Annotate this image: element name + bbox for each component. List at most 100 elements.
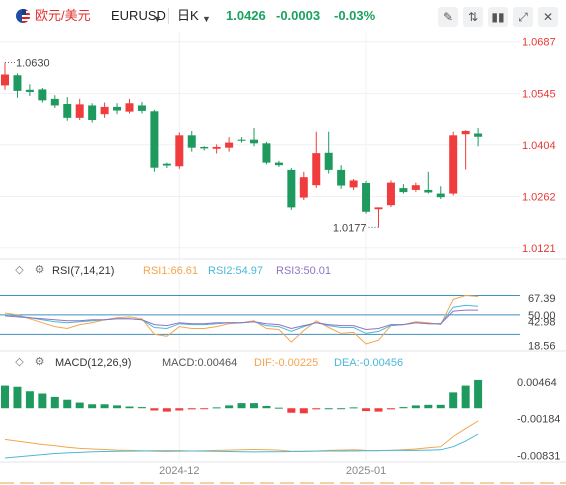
toolbar-divider — [168, 8, 169, 24]
candle-up — [374, 207, 383, 210]
macd-bar-positive — [250, 403, 258, 409]
rsi3-line — [4, 309, 479, 331]
low-price-label: 1.0177 — [333, 222, 367, 234]
candle-down — [399, 188, 408, 193]
candle-down — [287, 169, 296, 208]
macd-bar-negative — [200, 408, 209, 410]
macd-bar-positive — [399, 407, 408, 409]
candle-down — [337, 169, 346, 186]
close-icon[interactable]: ✕ — [538, 7, 558, 27]
candle-down — [150, 111, 159, 168]
macd-bar-positive — [137, 407, 146, 409]
candle-up — [100, 106, 109, 115]
macd-bar-positive — [100, 404, 109, 409]
macd-tick-label: 0.00464 — [517, 377, 557, 389]
dea-line — [4, 433, 479, 459]
macd-bar-positive — [63, 399, 72, 409]
high-price-label: 1.0630 — [16, 57, 50, 69]
period-dropdown-caret-icon[interactable]: ▼ — [202, 14, 211, 24]
pair-name: 欧元/美元 — [35, 8, 91, 23]
expand-icon[interactable]: ⤢ — [513, 7, 533, 27]
macd-bar-negative — [162, 408, 171, 412]
macd-bar-positive — [75, 402, 84, 409]
rsi-label: RSI(7,14,21) — [52, 265, 115, 277]
macd-bar-negative — [175, 408, 184, 411]
candle-up — [461, 130, 470, 135]
macd-bar-positive — [411, 405, 420, 409]
candle-down — [274, 162, 283, 166]
candle-down — [474, 133, 483, 137]
candle-down — [362, 183, 371, 212]
candle-up — [175, 135, 184, 167]
macd-tick-label: -0.00831 — [517, 450, 560, 462]
dif-line — [4, 420, 479, 453]
candle-down — [13, 75, 22, 91]
macd-bar-negative — [386, 408, 395, 410]
macd-bar-positive — [274, 407, 283, 409]
macd-bar-positive — [13, 386, 22, 409]
rsi-settings-icon[interactable]: ⚙ — [34, 264, 45, 276]
rsi-tick-label: 18.56 — [528, 340, 556, 352]
macd-bar-negative — [312, 408, 321, 410]
candle-down — [324, 152, 333, 170]
current-price: 1.0426 — [226, 8, 266, 23]
macd-tick-label: -0.00184 — [517, 414, 560, 426]
symbol-selector[interactable]: EURUSD — [111, 8, 166, 23]
macd-bar-positive — [225, 405, 234, 409]
chart-toolbar: 欧元/美元 EURUSD ▼ 日K ▼ 1.0426 -0.0003 -0.03… — [0, 0, 566, 33]
macd-bar-positive — [237, 403, 246, 409]
macd-bar-positive — [113, 405, 122, 409]
candle-up — [349, 180, 358, 188]
candle-down — [250, 139, 258, 144]
candle-down — [25, 89, 34, 92]
macd-label: MACD(12,26,9) — [55, 357, 132, 369]
macd-bar-negative — [362, 408, 371, 412]
macd-bar-positive — [449, 392, 458, 409]
time-tick-label: 2025-01 — [346, 465, 386, 477]
rsi-tick-label: 50.00 — [528, 310, 556, 322]
macd-collapse-icon[interactable]: ◇ — [15, 356, 24, 368]
macd-bar-positive — [436, 404, 445, 409]
pen-icon[interactable]: ✎ — [438, 7, 458, 27]
rsi-collapse-icon[interactable]: ◇ — [15, 264, 24, 276]
price-tick-label: 1.0545 — [522, 88, 556, 100]
macd-settings-icon[interactable]: ⚙ — [34, 356, 45, 368]
candle-down — [137, 105, 146, 111]
candle-down — [162, 163, 171, 166]
macd-bar-positive — [474, 379, 483, 409]
macd-bar-positive — [337, 408, 346, 410]
macd-bar-positive — [125, 406, 134, 409]
candle-up — [449, 135, 458, 194]
price-tick-label: 1.0121 — [522, 243, 556, 255]
macd-bar-negative — [150, 408, 159, 411]
symbol-dropdown-caret-icon[interactable]: ▼ — [153, 14, 162, 24]
candle-down — [436, 193, 445, 198]
candle-up — [225, 142, 234, 148]
price-change: -0.0003 — [276, 8, 321, 23]
macd-bar-positive — [25, 391, 34, 409]
candle-up — [312, 153, 321, 186]
candle-down — [113, 106, 122, 111]
candle-down — [237, 139, 246, 141]
macd-bar-positive — [324, 408, 333, 410]
candle-up — [299, 177, 308, 198]
rsi2-legend: RSI2:54.97 — [208, 265, 264, 277]
rsi3-legend: RSI3:50.01 — [276, 265, 332, 277]
candle-down — [63, 103, 72, 118]
macd-bar-negative — [287, 408, 296, 413]
candle-up — [212, 146, 221, 149]
macd-bar-positive — [1, 385, 9, 409]
macd-bar-positive — [88, 404, 97, 409]
period-selector[interactable]: 日K — [177, 8, 199, 23]
macd-bar-negative — [187, 408, 196, 410]
compare-icon[interactable]: ⇅ — [463, 7, 483, 27]
indicator-icon[interactable]: ▮▮ — [488, 7, 508, 27]
macd-bar-positive — [349, 407, 358, 409]
rsi1-line — [4, 294, 479, 345]
macd-legend: MACD:0.00464 — [162, 357, 238, 369]
candle-up — [411, 185, 420, 190]
candle-down — [424, 189, 433, 193]
candle-down — [38, 89, 47, 101]
candle-up — [75, 104, 84, 118]
